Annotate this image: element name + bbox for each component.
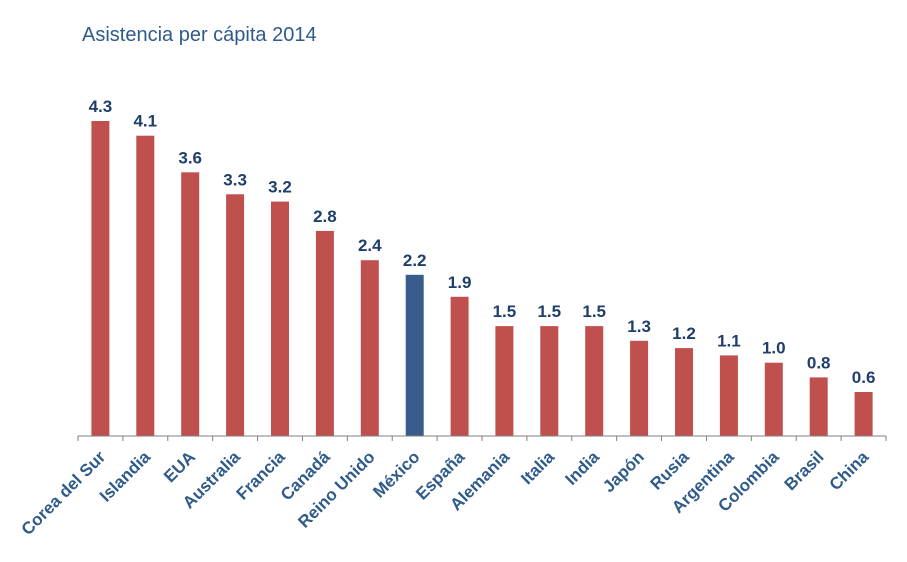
bar-islandia (136, 135, 155, 436)
value-label: 1.2 (672, 324, 696, 343)
bar-canadá (315, 230, 334, 436)
bar-españa (450, 296, 469, 436)
x-axis-ticks (77, 436, 887, 441)
bar-japón (630, 340, 649, 436)
value-label: 1.5 (537, 302, 561, 321)
bar-reino-unido (360, 260, 379, 436)
value-label: 4.3 (89, 97, 113, 116)
bar-corea-del-sur (91, 121, 110, 436)
value-labels-group: 4.3 4.1 3.6 3.3 3.2 2.8 2.4 2.2 1.9 1.5 1.5 1.5 1.3 1… (89, 97, 876, 387)
value-label: 0.8 (807, 353, 831, 372)
value-label: 2.4 (358, 236, 382, 255)
category-label: India (562, 447, 604, 489)
category-label: Italia (517, 447, 558, 488)
bar-brasil (809, 377, 828, 436)
value-label: 1.9 (448, 273, 472, 292)
category-label: Brasil (781, 447, 828, 494)
bar-china (854, 392, 873, 436)
bar-francia (271, 201, 289, 436)
value-label: 2.2 (403, 251, 427, 270)
value-label: 3.2 (268, 178, 292, 197)
bar-colombia (764, 362, 783, 436)
bar-india (585, 326, 604, 436)
value-label: 4.1 (133, 112, 157, 131)
bars-group (91, 121, 873, 437)
value-label: 1.1 (717, 331, 741, 350)
category-label: Islandia (96, 447, 155, 506)
bar-argentina (719, 355, 738, 436)
bar-rusia (675, 348, 693, 436)
bar-méxico (405, 274, 424, 436)
value-label: 2.8 (313, 207, 337, 226)
category-label: EUA (160, 447, 199, 486)
bar-australia (226, 194, 245, 436)
value-label: 1.5 (493, 302, 517, 321)
value-label: 3.3 (223, 170, 247, 189)
bar-eua (181, 172, 200, 437)
chart-title: Asistencia per cápita 2014 (82, 24, 317, 46)
value-label: 1.5 (582, 302, 606, 321)
value-label: 1.0 (762, 339, 786, 358)
bar-alemania (495, 326, 514, 436)
category-label: Japón (599, 447, 648, 496)
value-label: 1.3 (627, 317, 651, 336)
bar-italia (540, 326, 559, 436)
value-label: 3.6 (178, 148, 202, 167)
value-label: 0.6 (852, 368, 876, 387)
category-label: China (826, 447, 873, 494)
